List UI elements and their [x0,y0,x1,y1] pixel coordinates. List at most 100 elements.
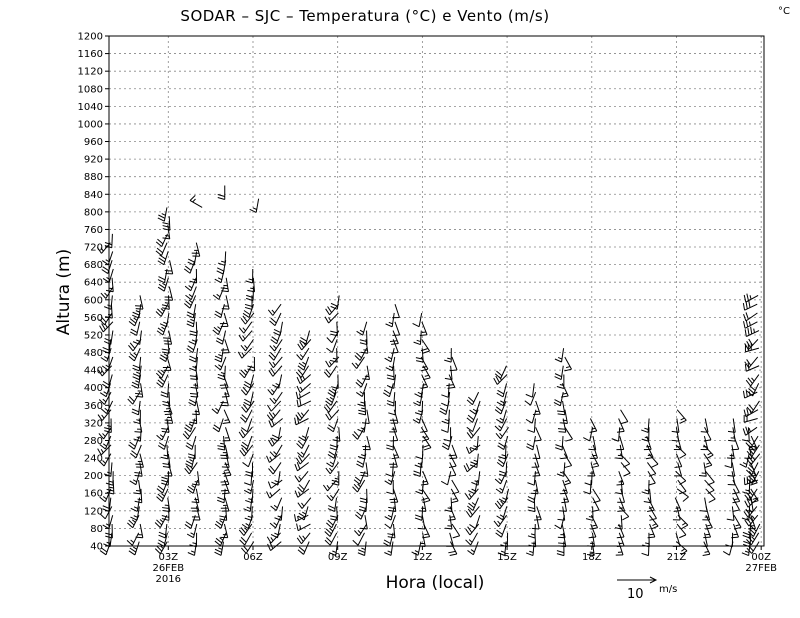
wind-barb [214,541,224,556]
wind-barb [383,383,394,398]
wind-barb [469,400,481,415]
wind-barb [356,383,368,397]
wind-barb [323,400,338,413]
wind-barb [744,356,759,369]
wind-barb [731,523,739,539]
wind-barb [384,515,396,529]
wind-barb [469,453,479,469]
wind-barb [239,444,254,457]
wind-barb [269,391,283,405]
y-tick-label: 560 [84,313,103,324]
wind-barb [446,532,454,547]
wind-barb [743,312,758,322]
y-tick-label: 1000 [78,119,103,130]
wind-barb [560,444,568,460]
wind-barb [267,303,282,316]
wind-barb [214,356,227,371]
wind-barb [641,480,650,495]
wind-barb [184,295,197,309]
wind-barb [154,514,168,528]
wind-barb [420,339,431,354]
wind-barb [157,207,168,222]
wind-barb [386,436,395,451]
wind-barb [620,409,629,425]
wind-barb [327,383,339,398]
wind-barb [128,541,140,556]
wind-barb [591,497,600,513]
wind-barb [220,277,229,293]
wind-barb [496,383,508,398]
wind-barb [325,391,337,406]
wind-barb [221,295,230,310]
wind-barb [647,497,655,512]
y-tick-label: 1160 [78,49,103,60]
wind-barb [157,435,169,450]
wind-barb [450,488,459,504]
wind-barb [386,365,395,381]
wind-barb [744,362,760,372]
wind-barb [244,295,253,310]
y-tick-label: 840 [84,190,103,201]
y-tick-label: 240 [84,454,103,465]
wind-barb [592,488,601,504]
wind-barb [268,462,282,475]
wind-barb [722,541,734,556]
wind-barb [493,514,508,527]
wind-barb [356,321,368,336]
wind-barb [705,488,716,503]
wind-barb [326,453,338,468]
wind-barb [583,427,594,442]
wind-barb [131,400,141,416]
wind-barb [585,506,594,521]
wind-barb [642,532,650,548]
x-tick-label: 21Z [667,552,687,563]
wind-barb [564,427,573,442]
wind-barb [268,347,282,361]
wind-barb [332,427,341,442]
wind-barb [214,304,225,319]
wind-barb [588,523,597,539]
wind-barb [351,356,365,369]
wind-barb [131,374,142,389]
wind-barb [413,462,422,477]
wind-barb [272,374,283,389]
wind-barb [97,409,112,421]
wind-barb [270,497,283,511]
wind-barb [672,532,681,547]
wind-barb [587,532,596,548]
wind-barb [294,470,309,483]
wind-barb [249,198,260,213]
wind-barb [744,488,758,501]
wind-barb [615,480,623,495]
wind-barb [414,383,425,398]
wind-barb [134,383,144,398]
wind-barb [465,532,478,546]
reference-vector: 10 m/s [617,576,677,602]
wind-barb [330,506,338,521]
wind-barb [676,488,689,502]
wind-barb [643,488,652,504]
wind-barb [745,374,760,387]
reference-arrow-head [649,576,658,584]
wind-barb [164,409,174,424]
y-tick-label: 80 [90,524,103,535]
wind-barb [157,251,169,266]
wind-barb [268,435,283,447]
wind-barb [743,506,758,518]
wind-barb [360,515,368,530]
wind-barb [742,480,751,495]
wind-barb [443,427,452,442]
wind-barb [557,400,566,416]
wind-barb [698,462,707,477]
wind-barb [420,418,428,433]
wind-barb [533,506,542,521]
wind-barb [700,418,709,433]
x-tick-date: 26FEB [152,563,184,574]
wind-barb [326,339,338,353]
wind-barb [588,435,597,451]
wind-barb [130,497,141,512]
wind-barb [441,409,450,425]
wind-barb [266,409,281,421]
wind-barb [244,506,253,521]
wind-barb [295,391,311,400]
